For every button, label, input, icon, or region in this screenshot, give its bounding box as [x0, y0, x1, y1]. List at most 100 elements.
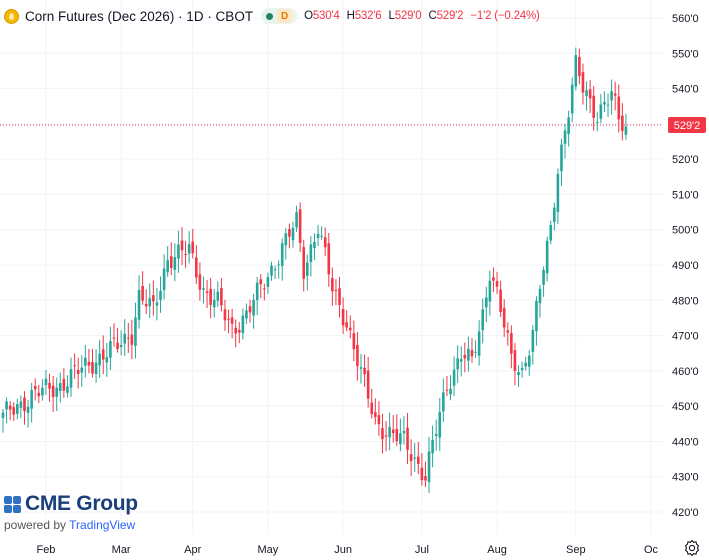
candle-down [302, 239, 306, 292]
open-key: O [304, 10, 313, 22]
candle-body [549, 225, 553, 241]
candle-body [320, 235, 323, 237]
candle-up [55, 377, 58, 411]
candle-body [230, 317, 234, 324]
candle-up [520, 361, 524, 378]
candle-down [263, 283, 266, 301]
candle-body [613, 93, 617, 96]
settings-gear-icon[interactable] [683, 539, 701, 557]
candle-body [592, 95, 595, 118]
candle-up [266, 272, 270, 294]
chart-grid [0, 0, 663, 534]
candle-body [352, 333, 356, 350]
low-key: L [388, 10, 395, 22]
candle-body [595, 121, 599, 123]
candle-body [348, 327, 352, 331]
candle-body [173, 257, 177, 270]
candle-body [381, 428, 384, 440]
candle-body [427, 451, 431, 483]
candle-body [12, 407, 16, 415]
candle-down [416, 441, 420, 475]
candle-body [166, 260, 169, 273]
candle-down [191, 228, 195, 259]
candle-up [252, 293, 255, 329]
candle-down [445, 375, 449, 397]
candle-body [370, 402, 374, 415]
candle-down [363, 354, 366, 387]
candle-up [313, 233, 316, 260]
candle-down [12, 402, 16, 422]
candle-up [585, 81, 588, 111]
candle-down [502, 299, 506, 337]
time-tick-label: Feb [36, 544, 55, 556]
candle-down [592, 86, 595, 131]
candle-body [212, 299, 216, 308]
powered-by-line[interactable]: powered by TradingView [4, 518, 138, 532]
candle-body [94, 362, 98, 375]
candle-body [603, 102, 606, 105]
candle-body [80, 367, 84, 373]
candle-down [23, 391, 26, 425]
candle-body [162, 268, 166, 291]
candle-body [227, 318, 230, 320]
candle-up [527, 350, 531, 376]
candle-body [477, 331, 481, 356]
candle-body [291, 227, 295, 241]
candle-up [216, 281, 220, 307]
candle-body [488, 280, 492, 302]
branding[interactable]: CME Group powered by TradingView [4, 492, 138, 532]
low-value: 529'0 [394, 10, 422, 22]
price-tick-label: 550'0 [672, 48, 699, 60]
time-tick-label: Mar [112, 544, 131, 556]
candle-body [452, 369, 456, 386]
candle-down [356, 332, 359, 381]
candle-up [58, 372, 62, 403]
time-axis[interactable]: Feb Mar Apr May Jun Jul Aug Sep Oc [36, 544, 658, 556]
market-status-pill[interactable]: D [261, 8, 298, 24]
candle-up [595, 111, 599, 132]
candle-up [105, 343, 109, 377]
candle-down [198, 262, 202, 301]
ohlc-values: O530'4 H532'6 L529'0 C529'2 −1'2 (−0.24%… [304, 10, 544, 22]
candle-body [141, 285, 144, 301]
candle-up [26, 400, 30, 428]
current-price-tag: 529'2 [668, 117, 706, 133]
candle-up [16, 398, 19, 420]
candle-down [8, 401, 12, 421]
candle-down [345, 310, 348, 332]
candle-body [535, 300, 538, 332]
time-tick-label: Sep [566, 544, 586, 556]
candle-down [613, 81, 617, 111]
candle-body [606, 104, 610, 106]
candle-body [617, 96, 621, 120]
candle-up [574, 47, 578, 91]
candle-body [280, 243, 284, 266]
candle-body [205, 291, 209, 294]
candle-up [517, 365, 520, 387]
price-axis[interactable]: 560'0550'0540'0530'0520'0510'0500'0490'0… [672, 13, 699, 519]
candle-up [159, 276, 162, 313]
candle-down [352, 320, 356, 362]
candle-body [510, 333, 513, 354]
tradingview-link[interactable]: TradingView [69, 518, 136, 532]
candle-body [177, 244, 180, 259]
symbol-title[interactable]: Corn Futures (Dec 2026) · 1D · CBOT [25, 8, 254, 24]
candle-up [402, 416, 406, 445]
candle-down [588, 80, 592, 113]
candle-up [94, 349, 98, 383]
candle-body [220, 287, 223, 306]
candle-up [177, 230, 180, 273]
price-tick-label: 420'0 [672, 507, 699, 519]
candle-down [230, 308, 234, 339]
candle-down [334, 279, 338, 306]
candle-up [1, 409, 5, 433]
candle-body [363, 367, 366, 375]
candle-body [51, 385, 55, 398]
candle-down [209, 277, 212, 319]
candle-down [227, 309, 230, 334]
candle-body [309, 244, 313, 263]
candle-body [112, 337, 116, 339]
candle-body [366, 370, 370, 399]
candle-body [134, 317, 137, 346]
